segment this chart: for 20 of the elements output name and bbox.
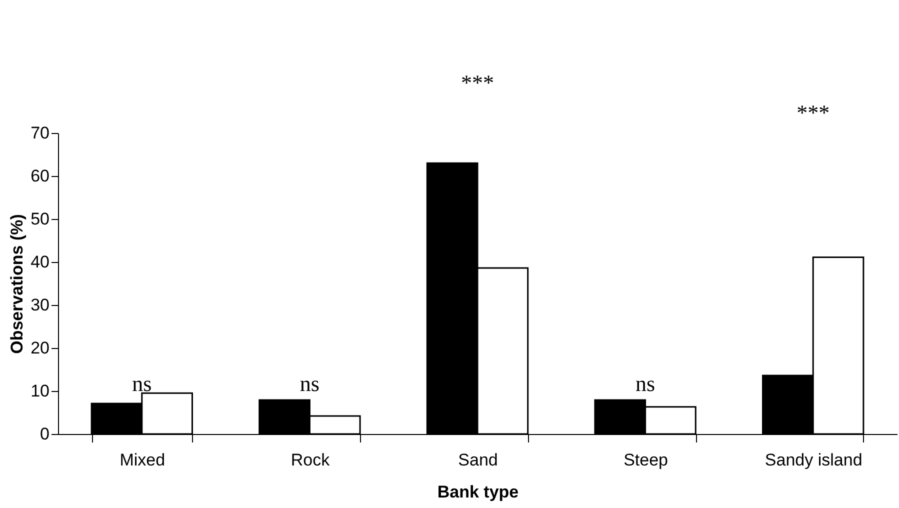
y-tick-label: 30: [30, 296, 50, 314]
y-tick-label: 60: [30, 166, 50, 186]
y-tick-label: 20: [30, 338, 50, 358]
x-tick-label: Mixed: [120, 450, 166, 470]
y-tick-label: 10: [30, 382, 50, 400]
y-tick-label: 50: [30, 210, 50, 228]
y-tick-label: 0: [40, 424, 50, 444]
text: ***: [461, 70, 494, 95]
annotation: ns: [300, 371, 320, 396]
y-tick-label: 70: [30, 124, 50, 142]
annotation: ns: [636, 371, 656, 396]
text: ***: [796, 100, 830, 125]
y-axis-title: Observations (%): [8, 214, 27, 354]
y-tick-label: 40: [30, 252, 50, 272]
x-tick-label: Steep: [624, 450, 668, 470]
x-tick-label: Sandy island: [764, 450, 862, 470]
x-tick-label: Rock: [290, 450, 330, 470]
x-tick-label: Sand: [458, 450, 498, 470]
annotation: ns: [132, 371, 152, 396]
x-axis-title: Bank type: [437, 482, 519, 502]
